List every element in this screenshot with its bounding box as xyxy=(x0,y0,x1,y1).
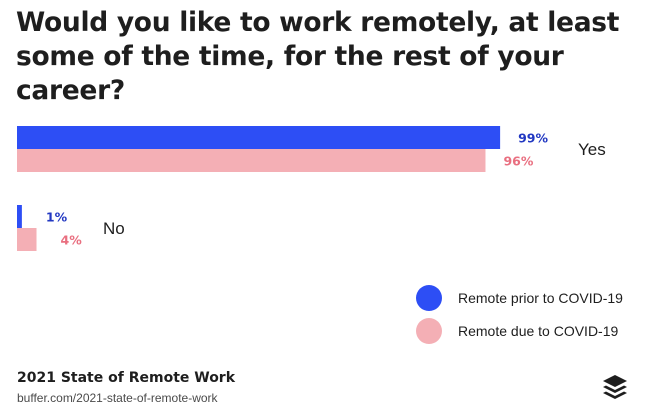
legend-label-due: Remote due to COVID-19 xyxy=(458,323,619,339)
bar-yes-due xyxy=(17,149,486,172)
source-url: buffer.com/2021-state-of-remote-work xyxy=(17,391,218,405)
bar-no-due xyxy=(17,228,37,251)
legend-swatch-due xyxy=(416,318,442,344)
value-label-no-prior: 1% xyxy=(46,210,68,225)
chart-title: Would you like to work remotely, at leas… xyxy=(16,7,620,106)
category-label-no: No xyxy=(103,219,125,238)
value-label-yes-prior: 99% xyxy=(518,131,548,146)
category-label-yes: Yes xyxy=(578,140,606,159)
bar-yes-prior xyxy=(17,126,501,149)
value-label-yes-due: 96% xyxy=(503,154,533,169)
source-title: 2021 State of Remote Work xyxy=(17,370,236,386)
buffer-stack-icon xyxy=(603,375,627,399)
legend-swatch-prior xyxy=(416,285,442,311)
legend-label-prior: Remote prior to COVID-19 xyxy=(458,290,623,306)
bar-no-prior xyxy=(17,205,22,228)
legend-item-prior: Remote prior to COVID-19 xyxy=(416,285,623,311)
legend-item-due: Remote due to COVID-19 xyxy=(416,318,618,344)
bar-chart: 99% 96% Yes 1% 4% No xyxy=(17,126,606,251)
value-label-no-due: 4% xyxy=(61,233,83,248)
